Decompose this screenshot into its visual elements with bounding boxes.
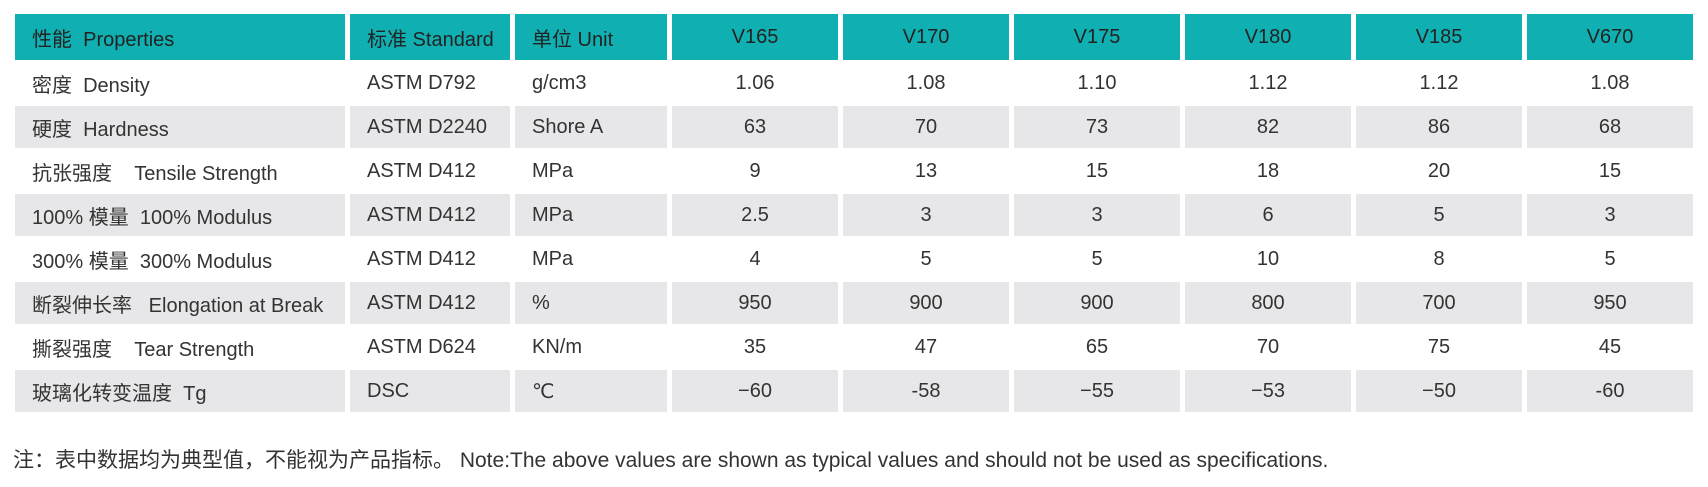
value-cell: 1.06 xyxy=(735,71,775,94)
value-cell: 900 xyxy=(843,282,1009,324)
unit-cell: MPa xyxy=(532,159,574,182)
unit-cell: ℃ xyxy=(515,370,667,412)
footnote: 注：表中数据均为典型值，不能视为产品指标。 Note:The above val… xyxy=(13,449,1329,472)
value-cell: 900 xyxy=(1014,282,1180,324)
value-cell: 1.12 xyxy=(1419,71,1459,94)
col-header-v180: V180 xyxy=(1185,14,1351,60)
standard-cell: ASTM D792 xyxy=(367,71,476,94)
property-cell: 抗张强度 Tensile Strength xyxy=(32,162,278,185)
col-header-unit: 单位 Unit xyxy=(515,14,667,60)
datasheet-page: 性能 Properties 标准 Standard 单位 Unit V165 V… xyxy=(10,12,1698,472)
value-cell: −55 xyxy=(1014,370,1180,412)
unit-cell: % xyxy=(515,282,667,324)
col-header-v170: V170 xyxy=(843,14,1009,60)
value-cell: 700 xyxy=(1356,282,1522,324)
standard-cell: ASTM D624 xyxy=(367,335,476,358)
table-row-density: 密度 Density ASTM D792 g/cm3 1.06 1.08 1.1… xyxy=(15,62,1693,104)
value-cell: 3 xyxy=(1014,194,1180,236)
value-cell: 18 xyxy=(1256,159,1280,182)
value-cell: −60 xyxy=(672,370,838,412)
value-cell: 950 xyxy=(1527,282,1693,324)
col-header-v670: V670 xyxy=(1527,14,1693,60)
value-cell: 6 xyxy=(1185,194,1351,236)
table-row-tear-strength: 撕裂强度 Tear Strength ASTM D624 KN/m 35 47 … xyxy=(15,326,1693,368)
standard-cell: ASTM D412 xyxy=(350,194,510,236)
value-cell: 70 xyxy=(843,106,1009,148)
value-cell: 1.08 xyxy=(906,71,946,94)
value-cell: 47 xyxy=(914,335,938,358)
properties-table: 性能 Properties 标准 Standard 单位 Unit V165 V… xyxy=(10,12,1698,414)
value-cell: 1.08 xyxy=(1590,71,1630,94)
standard-cell: ASTM D412 xyxy=(367,159,476,182)
property-cell: 断裂伸长率 Elongation at Break xyxy=(15,282,345,324)
standard-cell: ASTM D412 xyxy=(350,282,510,324)
value-cell: 15 xyxy=(1598,159,1622,182)
value-cell: -60 xyxy=(1527,370,1693,412)
standard-cell: ASTM D2240 xyxy=(350,106,510,148)
value-cell: 5 xyxy=(1091,247,1103,270)
table-row-tg: 玻璃化转变温度 Tg DSC ℃ −60 -58 −55 −53 −50 -60 xyxy=(15,370,1693,412)
table-row-300-modulus: 300% 模量 300% Modulus ASTM D412 MPa 4 5 5… xyxy=(15,238,1693,280)
table-row-elongation: 断裂伸长率 Elongation at Break ASTM D412 % 95… xyxy=(15,282,1693,324)
value-cell: 2.5 xyxy=(672,194,838,236)
property-cell: 撕裂强度 Tear Strength xyxy=(32,338,255,361)
value-cell: −53 xyxy=(1185,370,1351,412)
unit-cell: g/cm3 xyxy=(532,71,587,94)
property-cell: 100% 模量 100% Modulus xyxy=(15,194,345,236)
value-cell: 75 xyxy=(1427,335,1451,358)
value-cell: 4 xyxy=(749,247,761,270)
col-header-standard: 标准 Standard xyxy=(350,14,510,60)
value-cell: 65 xyxy=(1085,335,1109,358)
value-cell: 9 xyxy=(749,159,761,182)
property-cell: 硬度 Hardness xyxy=(15,106,345,148)
col-header-v165: V165 xyxy=(672,14,838,60)
value-cell: 5 xyxy=(1604,247,1616,270)
value-cell: 45 xyxy=(1598,335,1622,358)
value-cell: 5 xyxy=(1356,194,1522,236)
value-cell: 70 xyxy=(1256,335,1280,358)
property-cell: 密度 Density xyxy=(32,74,150,97)
value-cell: 86 xyxy=(1356,106,1522,148)
value-cell: 73 xyxy=(1014,106,1180,148)
value-cell: 8 xyxy=(1433,247,1445,270)
value-cell: 82 xyxy=(1185,106,1351,148)
value-cell: 800 xyxy=(1185,282,1351,324)
value-cell: 68 xyxy=(1527,106,1693,148)
value-cell: 3 xyxy=(1527,194,1693,236)
value-cell: 63 xyxy=(672,106,838,148)
value-cell: 35 xyxy=(743,335,767,358)
value-cell: −50 xyxy=(1356,370,1522,412)
value-cell: 20 xyxy=(1427,159,1451,182)
unit-cell: MPa xyxy=(532,247,574,270)
value-cell: 5 xyxy=(920,247,932,270)
value-cell: 13 xyxy=(914,159,938,182)
value-cell: 1.12 xyxy=(1248,71,1288,94)
table-row-tensile-strength: 抗张强度 Tensile Strength ASTM D412 MPa 9 13… xyxy=(15,150,1693,192)
property-cell: 300% 模量 300% Modulus xyxy=(32,250,273,273)
unit-cell: Shore A xyxy=(515,106,667,148)
value-cell: 10 xyxy=(1256,247,1280,270)
table-header-row: 性能 Properties 标准 Standard 单位 Unit V165 V… xyxy=(15,14,1693,60)
value-cell: -58 xyxy=(843,370,1009,412)
value-cell: 950 xyxy=(672,282,838,324)
standard-cell: DSC xyxy=(350,370,510,412)
standard-cell: ASTM D412 xyxy=(367,247,476,270)
table-row-100-modulus: 100% 模量 100% Modulus ASTM D412 MPa 2.5 3… xyxy=(15,194,1693,236)
property-cell: 玻璃化转变温度 Tg xyxy=(15,370,345,412)
unit-cell: KN/m xyxy=(532,335,582,358)
unit-cell: MPa xyxy=(515,194,667,236)
col-header-v175: V175 xyxy=(1014,14,1180,60)
col-header-v185: V185 xyxy=(1356,14,1522,60)
value-cell: 15 xyxy=(1085,159,1109,182)
table-row-hardness: 硬度 Hardness ASTM D2240 Shore A 63 70 73 … xyxy=(15,106,1693,148)
col-header-properties: 性能 Properties xyxy=(15,14,345,60)
value-cell: 1.10 xyxy=(1077,71,1117,94)
value-cell: 3 xyxy=(843,194,1009,236)
